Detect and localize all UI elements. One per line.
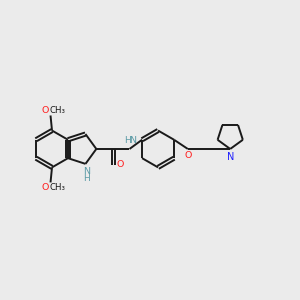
Text: O: O (185, 151, 192, 160)
Text: N: N (130, 136, 136, 145)
Text: CH₃: CH₃ (50, 106, 66, 115)
Text: N: N (227, 152, 235, 162)
Text: O: O (41, 106, 49, 115)
Text: O: O (41, 183, 49, 192)
Text: H: H (124, 136, 130, 145)
Text: O: O (117, 160, 124, 169)
Text: H: H (84, 174, 90, 183)
Text: N: N (83, 167, 91, 176)
Text: CH₃: CH₃ (50, 183, 66, 192)
